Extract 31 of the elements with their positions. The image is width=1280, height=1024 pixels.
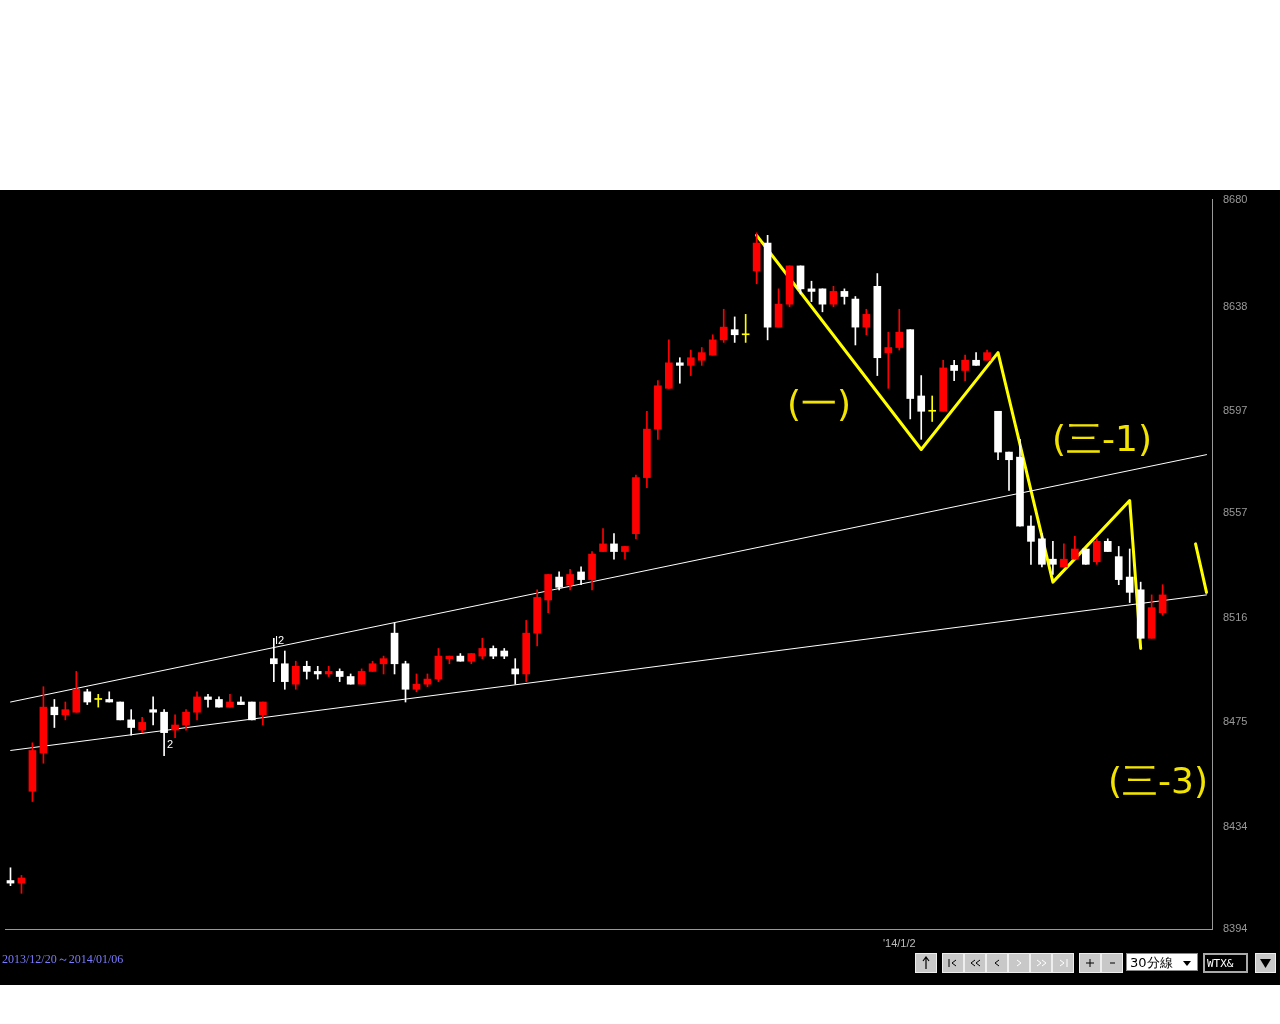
candlestick (94, 694, 103, 708)
candlestick (149, 696, 157, 726)
x-tick-label: '14/1/2 (882, 936, 916, 949)
candlestick (270, 637, 278, 682)
annotation: (三-1) (1052, 418, 1152, 459)
y-tick-label: 8597 (1223, 404, 1248, 417)
y-tick-label: 8394 (1223, 922, 1248, 935)
candlestick (313, 665, 322, 680)
annotation: (一) (787, 383, 852, 424)
text: 2013/12/20～2014/01/06 (2, 952, 124, 966)
text: WTX& (1203, 953, 1248, 973)
y-tick-label: 8638 (1223, 299, 1248, 312)
candlestick (204, 694, 212, 708)
y-tick-label: 8516 (1223, 610, 1248, 623)
candlestick (884, 331, 893, 389)
candlestick (1005, 451, 1013, 491)
candlestick (928, 395, 937, 422)
candlestick (917, 375, 926, 440)
text: 30分線 (1126, 953, 1198, 971)
candlestick (675, 357, 684, 384)
y-tick-label: 8557 (1223, 506, 1248, 519)
annotation: 2 (167, 738, 174, 750)
y-tick-label: 8434 (1223, 820, 1248, 833)
annotation: I2 (275, 634, 285, 646)
candlestick (730, 316, 739, 343)
y-tick-label: 8475 (1223, 715, 1248, 728)
y-tick-label: 8680 (1223, 192, 1248, 205)
candlestick (171, 714, 179, 739)
candlestick (511, 658, 520, 685)
candlestick (1049, 541, 1057, 575)
annotation: (三-3) (1108, 760, 1208, 801)
